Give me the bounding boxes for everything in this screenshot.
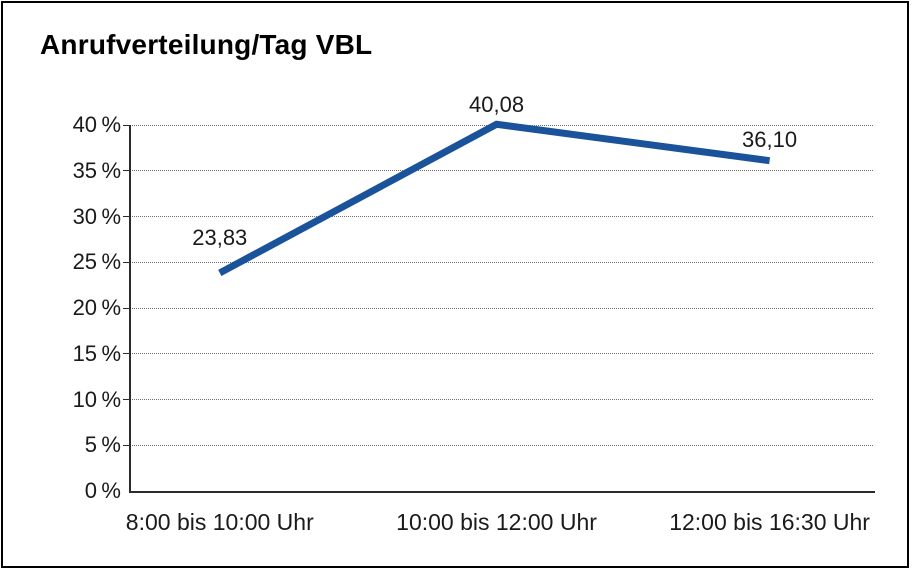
y-axis-tick-mark <box>123 216 129 217</box>
data-point-label: 23,83 <box>192 224 248 250</box>
y-axis-tick-label: 10 % <box>72 386 121 412</box>
data-line <box>218 120 771 277</box>
x-axis-category-label: 10:00 bis 12:00 Uhr <box>396 509 597 535</box>
chart-frame: Anrufverteilung/Tag VBL 0 % 5 % 10 % 15 % 20… <box>1 1 909 568</box>
y-axis-tick-mark <box>123 170 129 172</box>
x-axis-line <box>129 491 875 493</box>
y-axis-tick-label: 5 % <box>84 432 121 458</box>
x-axis-category-label: 12:00 bis 16:30 Uhr <box>669 509 870 535</box>
line-chart-canvas <box>218 120 771 277</box>
y-axis-tick-mark <box>123 353 129 355</box>
y-axis-tick-mark <box>123 399 129 400</box>
y-axis-tick-label: 40 % <box>72 112 121 137</box>
gridline <box>129 444 873 446</box>
x-axis-category-label: 8:00 bis 10:00 Uhr <box>125 509 314 535</box>
gridline <box>129 170 873 172</box>
y-axis-tick-label: 30 % <box>72 203 121 229</box>
y-axis-tick-label: 25 % <box>72 249 121 275</box>
gridline <box>129 307 873 309</box>
y-axis-tick-mark <box>123 307 129 309</box>
chart-title: Anrufverteilung/Tag VBL <box>40 29 373 60</box>
y-axis-tick-label: 35 % <box>72 157 121 183</box>
data-point-label: 40,08 <box>469 92 525 118</box>
y-axis-tick-label: 0 % <box>84 478 121 503</box>
gridline <box>129 261 873 263</box>
gridline <box>129 353 873 355</box>
y-axis-tick-mark <box>123 444 129 446</box>
y-axis-tick-label: 15 % <box>72 340 121 366</box>
gridline <box>129 399 873 400</box>
gridline <box>129 216 873 217</box>
y-axis-tick-mark <box>123 124 129 126</box>
y-axis-line <box>129 125 131 493</box>
y-axis-tick-label: 20 % <box>72 295 121 320</box>
data-point-label: 36,10 <box>742 126 798 152</box>
y-axis-tick-mark <box>123 261 129 263</box>
